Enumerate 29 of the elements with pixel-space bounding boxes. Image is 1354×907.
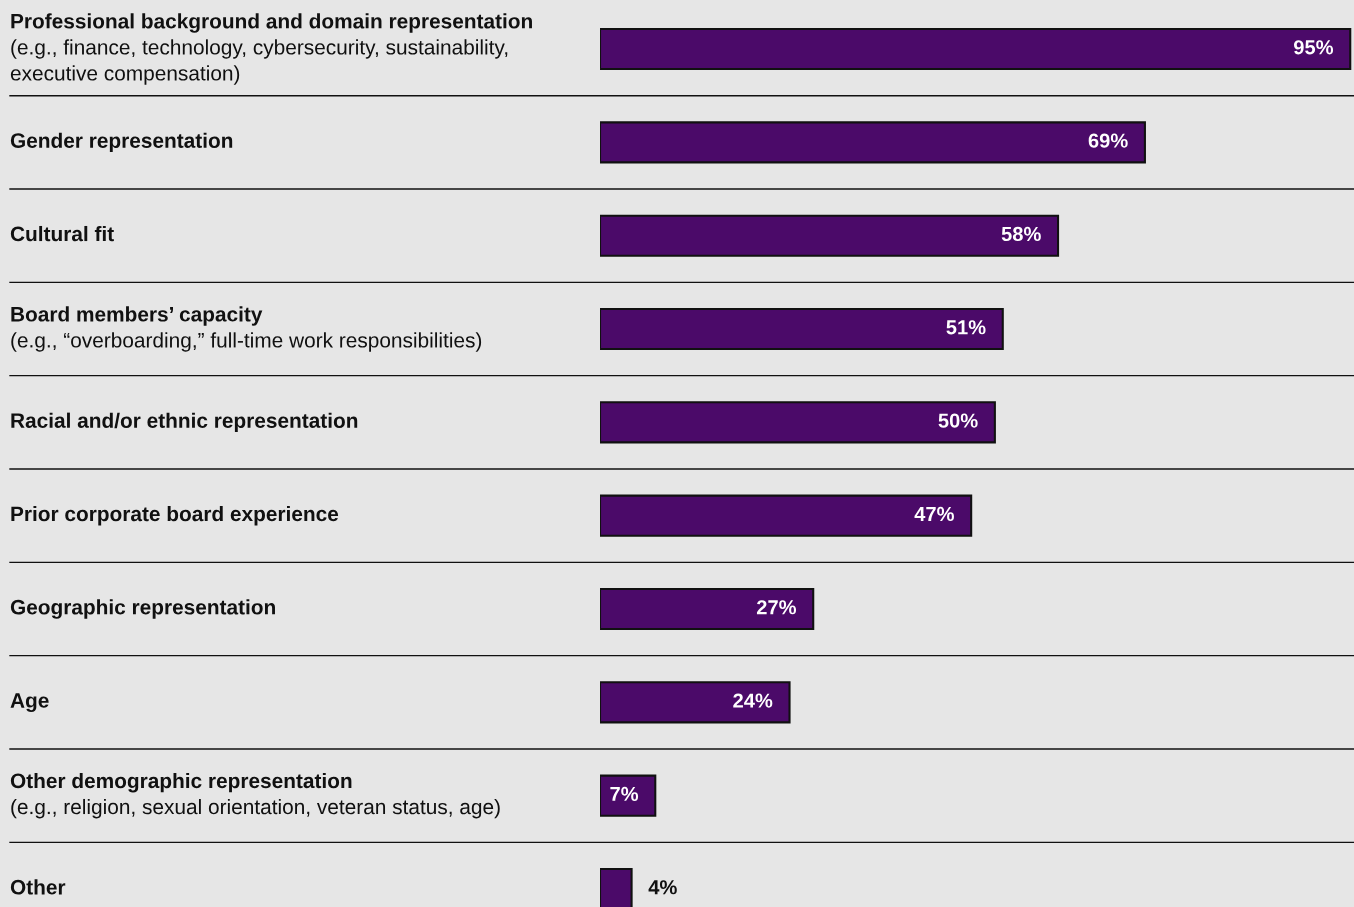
y-tick-label: Age — [10, 693, 49, 713]
y-tick-label: Board members’ capacity (e.g., “overboarding,” full-time work responsibilities) — [11, 306, 482, 352]
bar — [600, 307, 1004, 351]
y-tick-label: Other — [10, 879, 66, 895]
bar — [600, 121, 1146, 164]
bar — [600, 681, 791, 724]
data-label: 69% — [1088, 133, 1128, 148]
data-label: 58% — [1001, 226, 1041, 242]
bar — [600, 27, 1352, 71]
data-label: 51% — [946, 320, 986, 335]
data-label: 50% — [938, 413, 978, 428]
data-label: 95% — [1293, 40, 1334, 55]
data-label: 27% — [756, 600, 797, 615]
y-tick-label: Prior corporate board experience — [11, 505, 339, 526]
bar — [600, 774, 657, 817]
bar — [600, 401, 996, 444]
y-tick-label: Other demographic representation (e.g., religion, sexual orientation, veteran status, age) — [10, 772, 500, 819]
bar — [600, 214, 1060, 257]
bar — [600, 494, 973, 537]
y-tick-label: Racial and/or ethnic representation — [11, 412, 358, 433]
data-label: 4% — [648, 880, 677, 895]
y-tick-label: Professional background and domain representation (e.g., finance, technology, cybersecurity, sustainability, executive compensation) — [10, 13, 532, 85]
data-label: 24% — [733, 693, 773, 708]
data-label: 7% — [610, 786, 639, 802]
data-label: 47% — [914, 506, 954, 522]
y-tick-label: Cultural fit — [10, 225, 114, 242]
bar — [600, 587, 815, 631]
y-tick-label: Gender representation — [10, 132, 233, 153]
y-tick-label: Geographic representation — [10, 599, 275, 619]
